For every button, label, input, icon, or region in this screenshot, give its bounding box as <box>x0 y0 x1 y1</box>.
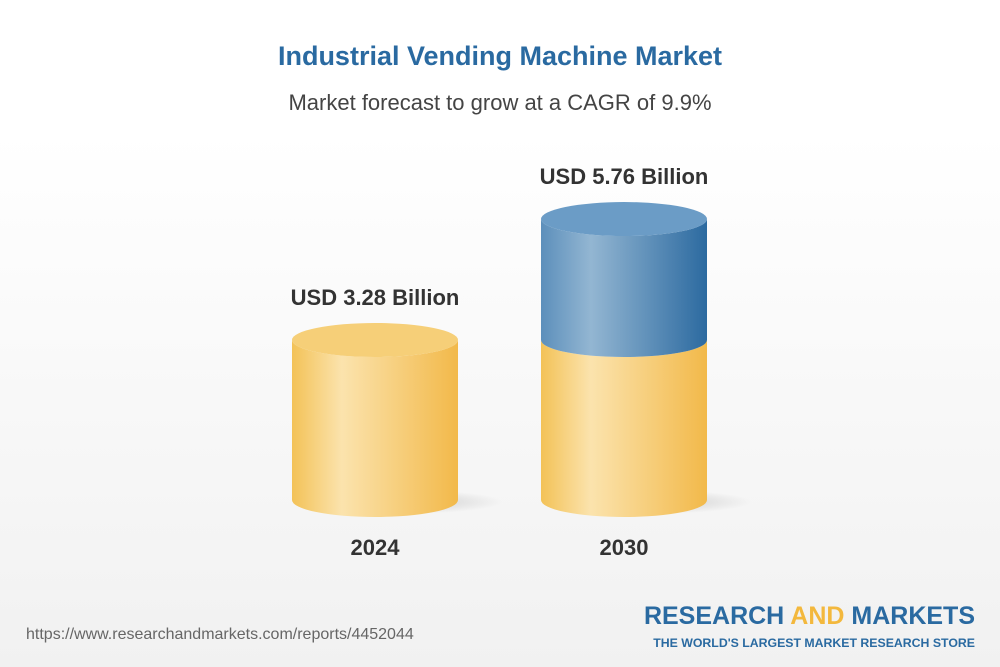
logo: RESEARCH AND MARKETS <box>644 602 975 631</box>
logo-tagline: THE WORLD'S LARGEST MARKET RESEARCH STOR… <box>653 636 975 650</box>
bar-base-2024-top <box>292 323 458 357</box>
x-tick-label-2030: 2030 <box>600 535 649 560</box>
logo-and: AND <box>790 602 845 630</box>
bar-growth-2030 <box>541 219 707 357</box>
bar-base-2030 <box>541 340 707 517</box>
data-label-2024: USD 3.28 Billion <box>291 285 460 310</box>
bar-chart: USD 3.28 Billion 2024 USD 5.76 Billion 2030 <box>291 164 752 560</box>
logo-research: RESEARCH <box>643 602 791 630</box>
logo-markets: MARKETS <box>844 602 975 630</box>
chart-title: Industrial Vending Machine Market <box>277 41 723 71</box>
data-label-2030: USD 5.76 Billion <box>540 164 709 189</box>
chart-subtitle: Market forecast to grow at a CAGR of 9.9… <box>288 90 712 115</box>
source-url[interactable]: https://www.researchandmarkets.com/repor… <box>26 626 414 643</box>
bar-growth-2030-top <box>541 202 707 237</box>
bar-base-2024 <box>292 340 458 517</box>
x-tick-label-2024: 2024 <box>351 535 401 560</box>
